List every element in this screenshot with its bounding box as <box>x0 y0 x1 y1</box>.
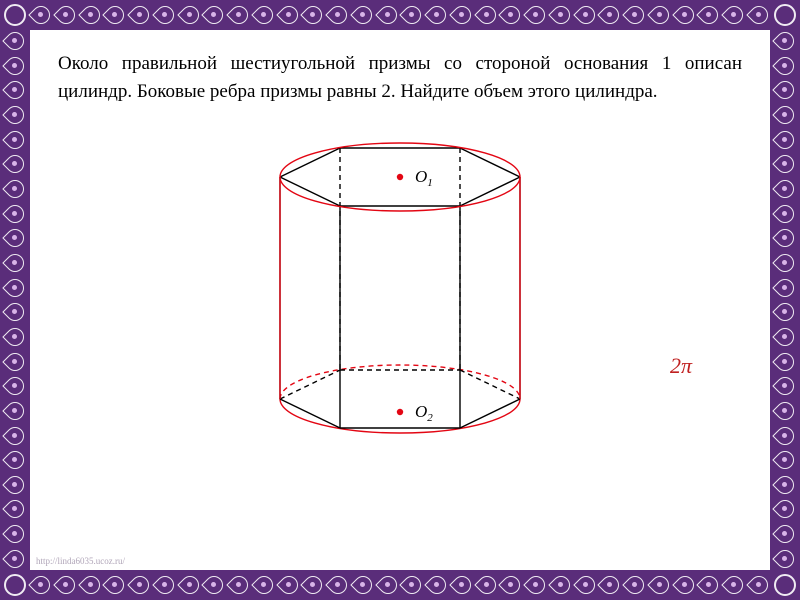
answer-text: 2π <box>670 353 692 379</box>
corner-ornament <box>772 572 798 598</box>
corner-ornament <box>2 572 28 598</box>
svg-text:O2: O2 <box>415 402 433 424</box>
lace-border-top <box>30 4 770 26</box>
svg-text:O1: O1 <box>415 167 433 189</box>
decorative-outer-frame: Около правильной шестиугольной призмы со… <box>0 0 800 600</box>
problem-statement: Около правильной шестиугольной призмы со… <box>58 50 742 105</box>
corner-ornament <box>2 2 28 28</box>
lace-border-right <box>774 30 796 570</box>
page-content: Около правильной шестиугольной призмы со… <box>30 30 770 570</box>
watermark-url: http://linda6035.ucoz.ru/ <box>36 556 125 566</box>
figure-container: O1 O2 2π <box>58 113 742 493</box>
lace-border-bottom <box>30 574 770 596</box>
lace-border-left <box>4 30 26 570</box>
corner-ornament <box>772 2 798 28</box>
prism-cylinder-diagram: O1 O2 <box>250 127 550 457</box>
